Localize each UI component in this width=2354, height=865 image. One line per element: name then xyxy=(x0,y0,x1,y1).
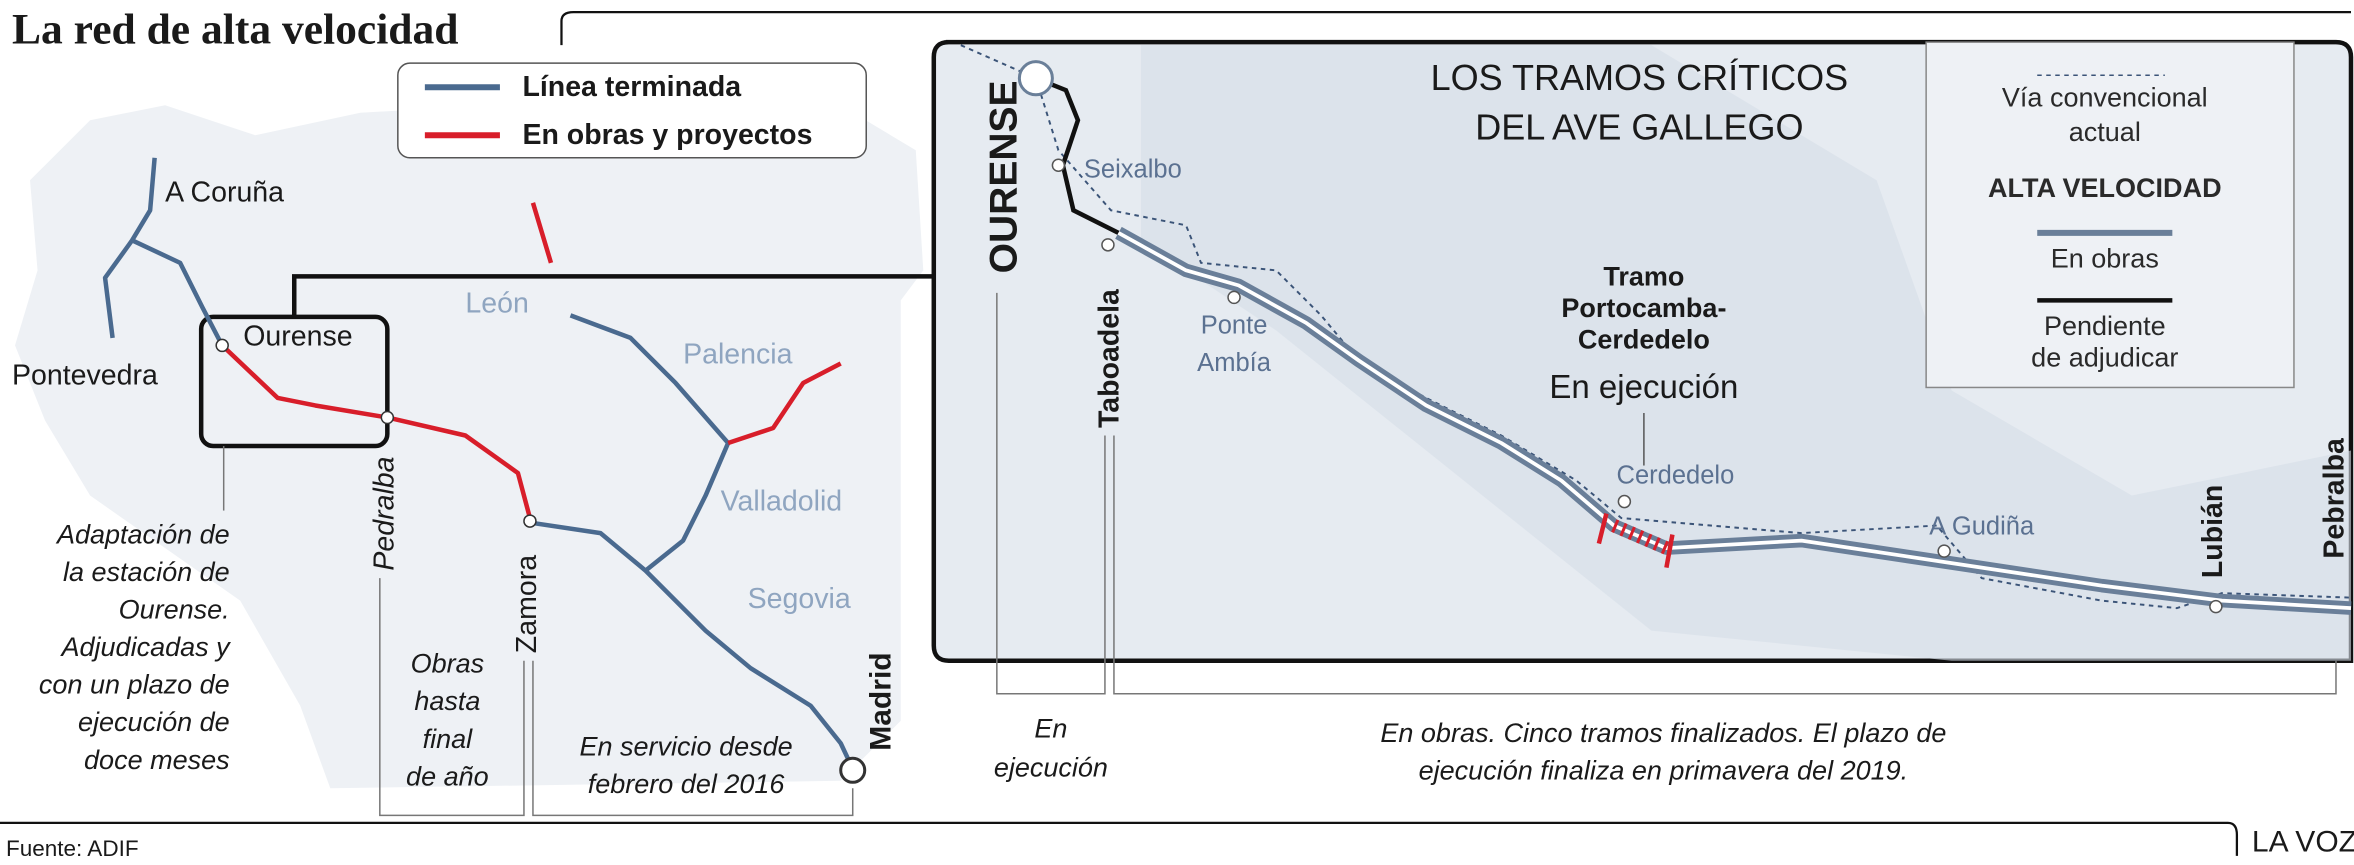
note-line: Adjudicadas y xyxy=(59,632,231,662)
note-line: hasta xyxy=(414,686,480,716)
inset-legend xyxy=(1925,41,2295,389)
line-finished xyxy=(102,157,225,347)
note-line: En xyxy=(1034,713,1067,743)
works-line-inner xyxy=(1117,231,2352,611)
relief xyxy=(1140,45,2351,661)
tramo-status: En ejecución xyxy=(1549,368,1738,405)
place: OURENSE xyxy=(982,80,1025,273)
note-line: ejecución xyxy=(994,752,1108,782)
station xyxy=(1617,494,1632,509)
bracket xyxy=(996,292,1106,695)
inset-title: DEL AVE GALLEGO xyxy=(1475,107,1803,148)
footer-rule xyxy=(0,821,2239,856)
place: Cerdedelo xyxy=(1617,462,1735,490)
note-line: Adaptación de xyxy=(55,520,230,550)
place: Ponte xyxy=(1201,311,1268,339)
note-line: En obras. Cinco tramos finalizados. El p… xyxy=(1380,718,1946,748)
station xyxy=(2209,599,2223,614)
station xyxy=(1227,290,1241,305)
line-works xyxy=(530,202,842,446)
note-line: Obras xyxy=(411,649,485,679)
station xyxy=(1051,158,1066,173)
conventional-line xyxy=(960,44,2352,610)
note: Obras hasta final de año En servicio des… xyxy=(406,649,1946,799)
note-line: con un plazo de xyxy=(39,670,230,700)
station xyxy=(1101,238,1115,252)
note-line: la estación de xyxy=(63,557,230,587)
note-line: ejecución finaliza en primavera del 2019… xyxy=(1419,755,1909,785)
station xyxy=(523,514,537,528)
place: Pontevedra xyxy=(12,359,158,391)
station xyxy=(380,410,395,425)
inset-title: LOS TRAMOS CRÍTICOS xyxy=(1431,57,1849,98)
brand: LA VOZ xyxy=(2252,825,2354,858)
legend-heading: ALTA VELOCIDAD xyxy=(1988,173,2222,203)
note-line: En servicio desde xyxy=(579,731,792,761)
bracket xyxy=(1113,435,2337,695)
place: Ourense xyxy=(243,320,352,352)
legend-label: En obras y proyectos xyxy=(522,119,812,151)
place: Palencia xyxy=(683,338,793,370)
note-line: Ourense. xyxy=(119,595,230,625)
station xyxy=(1937,544,1951,558)
pending-line xyxy=(1035,76,1120,235)
place: Pebralba xyxy=(2318,437,2350,559)
station xyxy=(839,756,867,784)
legend-label: de adjudicar xyxy=(2031,342,2178,372)
routes xyxy=(102,157,855,770)
place: Pedralba xyxy=(368,456,400,570)
bracket xyxy=(532,660,854,817)
ourense-box xyxy=(198,314,390,449)
note-line: doce meses xyxy=(84,745,230,775)
place: Seixalbo xyxy=(1084,155,1182,183)
place: Valladolid xyxy=(721,486,843,518)
legend-label: Pendiente xyxy=(2044,311,2166,341)
place: Zamora xyxy=(511,555,543,653)
legend-label: actual xyxy=(2069,117,2141,147)
station xyxy=(1017,60,1054,97)
note-line: ejecución de xyxy=(78,707,230,737)
note-line: de año xyxy=(406,761,489,791)
bracket xyxy=(379,578,525,817)
tramo-label: Cerdedelo xyxy=(1578,324,1710,354)
tramo-end xyxy=(1664,534,1675,569)
title-rule xyxy=(560,11,2351,46)
tramo-end xyxy=(1596,513,1609,545)
legend-label: Vía convencional xyxy=(2002,83,2208,113)
legend-label: En obras xyxy=(2051,243,2159,273)
place: Madrid xyxy=(864,652,897,750)
legend-label: Línea terminada xyxy=(522,71,742,103)
tramo-label: Tramo xyxy=(1603,261,1684,291)
connector xyxy=(291,274,934,319)
title: La red de alta velocidad xyxy=(12,6,458,54)
place: A Gudiña xyxy=(1929,513,2035,541)
works-critical xyxy=(1611,519,1670,555)
place: León xyxy=(465,287,528,319)
place: A Coruña xyxy=(165,176,284,208)
brackets xyxy=(222,292,2337,817)
note-line: final xyxy=(423,724,474,754)
station xyxy=(215,338,229,353)
place: Lubián xyxy=(2197,485,2229,578)
note: Adaptación de la estación de Ourense. Ad… xyxy=(39,520,231,775)
place: Segovia xyxy=(748,583,851,615)
note-line: febrero del 2016 xyxy=(588,769,786,799)
place: Taboadela xyxy=(1093,288,1125,428)
legend-box xyxy=(397,62,867,159)
source: Fuente: ADIF xyxy=(6,836,139,861)
tramo-label: Portocamba- xyxy=(1561,293,1726,323)
place: Ambía xyxy=(1197,349,1272,377)
